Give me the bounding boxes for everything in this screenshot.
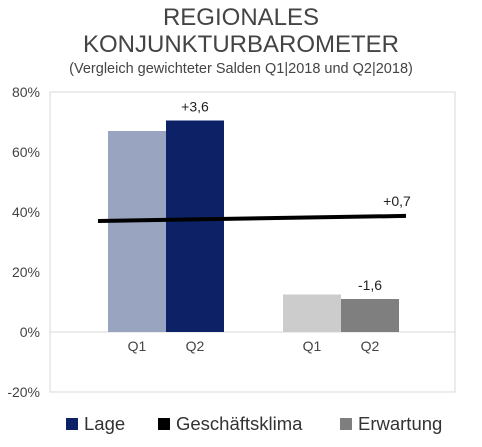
bar-lage-q1 <box>108 131 166 332</box>
x-tick-label: Q1 <box>128 338 147 354</box>
chart-legend: Lage Geschäftsklima Erwartung <box>0 413 482 439</box>
plot-frame <box>49 91 456 393</box>
data-label: -1,6 <box>358 277 382 293</box>
bar-lage-q2 <box>166 120 224 332</box>
y-tick-label: -20% <box>7 384 40 400</box>
legend-swatch-lage <box>66 418 78 430</box>
chart-title-line1: REGIONALES <box>162 4 320 31</box>
legend-item-erwartung: Erwartung <box>340 413 442 435</box>
legend-label-erwartung: Erwartung <box>358 413 443 434</box>
legend-swatch-geschaeftsklima <box>158 418 170 430</box>
legend-label-geschaeftsklima: Geschäftsklima <box>176 413 303 434</box>
chart-title-line2: KONJUNKTURBAROMETER <box>82 31 400 58</box>
legend-swatch-erwartung <box>340 418 352 430</box>
bar-erwartung-q1 <box>283 294 341 332</box>
y-tick-label: 20% <box>12 264 40 280</box>
legend-item-lage: Lage <box>66 413 125 435</box>
chart-subtitle: (Vergleich gewichteter Salden Q1|2018 un… <box>69 61 413 77</box>
legend-label-lage: Lage <box>84 413 126 434</box>
chart-plot: -20% 0% 20% 40% 60% 80% Q1 Q2 +3,6 Q1 Q2 -1,6 +0,7 <box>7 84 456 400</box>
x-tick-label: Q2 <box>186 338 205 354</box>
series-line-geschaeftsklima <box>97 213 407 223</box>
y-tick-label: 80% <box>12 84 40 100</box>
x-tick-label: Q1 <box>303 338 322 354</box>
data-label: +3,6 <box>181 99 209 115</box>
legend-item-geschaeftsklima: Geschäftsklima <box>158 413 302 435</box>
y-tick-label: 60% <box>12 144 40 160</box>
data-label: +0,7 <box>383 193 411 209</box>
y-tick-label: 40% <box>12 204 40 220</box>
x-tick-label: Q2 <box>361 338 380 354</box>
bar-erwartung-q2 <box>341 299 399 332</box>
y-tick-label: 0% <box>20 324 40 340</box>
